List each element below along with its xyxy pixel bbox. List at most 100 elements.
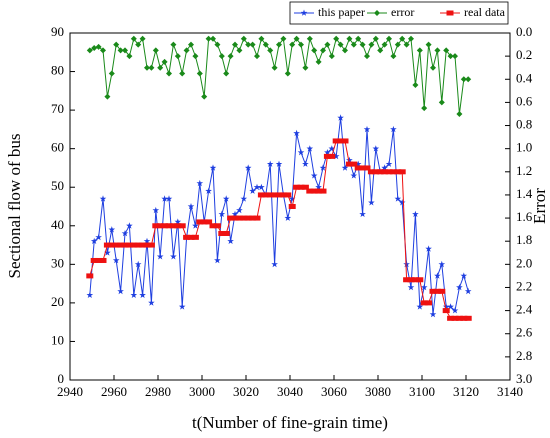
square-marker bbox=[438, 288, 446, 294]
square-marker bbox=[416, 277, 424, 283]
square-marker bbox=[411, 277, 419, 283]
square-marker bbox=[293, 184, 301, 190]
square-marker bbox=[367, 169, 375, 175]
star-marker bbox=[420, 284, 428, 291]
diamond-marker bbox=[324, 41, 331, 48]
square-marker bbox=[271, 192, 279, 198]
square-marker bbox=[205, 219, 213, 225]
y2-tick-label: 0.2 bbox=[516, 47, 532, 62]
star-marker bbox=[108, 226, 116, 233]
star-marker bbox=[447, 303, 454, 310]
diamond-marker bbox=[276, 41, 282, 48]
diamond-marker bbox=[315, 58, 322, 65]
y-tick-label: 60 bbox=[51, 140, 64, 155]
x-tick-label: 3040 bbox=[277, 384, 303, 399]
square-marker bbox=[266, 192, 274, 198]
square-marker bbox=[359, 165, 367, 171]
square-marker bbox=[306, 188, 314, 194]
star-marker bbox=[293, 129, 300, 137]
diamond-marker bbox=[280, 35, 287, 42]
star-marker bbox=[209, 164, 217, 171]
diamond-marker bbox=[104, 93, 111, 100]
square-marker bbox=[301, 184, 309, 190]
diamond-marker bbox=[170, 41, 177, 48]
star-marker bbox=[165, 195, 173, 202]
diamond-marker bbox=[139, 35, 146, 42]
square-marker bbox=[165, 223, 173, 229]
y2-tick-label: 2.4 bbox=[516, 302, 533, 317]
series-line bbox=[89, 117, 469, 315]
diamond-marker bbox=[245, 41, 252, 48]
star-marker bbox=[148, 299, 155, 306]
square-marker bbox=[249, 215, 257, 221]
y-tick-label: 30 bbox=[51, 255, 64, 270]
y2-tick-label: 0.8 bbox=[516, 117, 532, 132]
star-marker bbox=[258, 183, 265, 191]
square-marker bbox=[108, 242, 116, 248]
diamond-marker bbox=[425, 41, 432, 48]
star-marker bbox=[134, 260, 142, 268]
y-tick-label: 70 bbox=[51, 101, 64, 116]
diamond-marker bbox=[232, 41, 238, 48]
star-marker bbox=[139, 291, 146, 298]
star-marker bbox=[306, 145, 314, 152]
square-marker bbox=[381, 169, 389, 175]
diamond-marker bbox=[179, 70, 186, 77]
diamond-marker bbox=[201, 93, 208, 100]
star-marker bbox=[275, 160, 283, 167]
star-marker bbox=[152, 206, 160, 214]
diamond-marker bbox=[465, 76, 472, 83]
star-marker bbox=[161, 195, 168, 202]
square-marker bbox=[420, 300, 428, 306]
diamond-marker bbox=[135, 41, 142, 48]
diamond-marker bbox=[430, 64, 436, 71]
square-marker bbox=[213, 223, 221, 229]
diamond-marker bbox=[130, 35, 137, 42]
square-marker bbox=[275, 192, 283, 198]
square-marker bbox=[95, 257, 103, 263]
diamond-marker bbox=[192, 53, 199, 60]
star-marker bbox=[390, 125, 397, 133]
star-marker bbox=[442, 303, 450, 310]
diamond-marker bbox=[108, 70, 115, 77]
star-marker bbox=[451, 307, 459, 314]
star-marker bbox=[126, 222, 133, 229]
star-marker bbox=[143, 237, 151, 244]
square-marker bbox=[460, 315, 468, 321]
square-marker bbox=[103, 242, 111, 248]
square-marker bbox=[319, 188, 327, 194]
diamond-marker bbox=[240, 35, 247, 42]
diamond-marker bbox=[364, 53, 370, 60]
diamond-marker bbox=[223, 70, 230, 77]
square-marker bbox=[218, 230, 226, 236]
x-tick-label: 3120 bbox=[453, 384, 479, 399]
star-marker bbox=[205, 187, 212, 194]
diamond-marker bbox=[359, 41, 366, 48]
square-marker bbox=[425, 300, 433, 306]
diamond-marker bbox=[91, 45, 98, 52]
square-marker bbox=[464, 315, 472, 321]
square-marker bbox=[284, 192, 292, 198]
y-tick-label: 10 bbox=[51, 332, 64, 347]
x-tick-label: 3140 bbox=[497, 384, 523, 399]
star-marker bbox=[253, 183, 261, 191]
square-marker bbox=[389, 169, 397, 175]
diamond-marker bbox=[95, 43, 102, 50]
diamond-marker bbox=[214, 41, 221, 48]
diamond-marker bbox=[210, 35, 216, 42]
legend-marker bbox=[446, 10, 454, 16]
square-marker bbox=[231, 215, 239, 221]
y2-tick-label: 1.6 bbox=[516, 209, 533, 224]
diamond-marker bbox=[293, 35, 300, 42]
legend-marker bbox=[300, 9, 308, 16]
square-marker bbox=[297, 184, 305, 190]
square-marker bbox=[455, 315, 463, 321]
star-marker bbox=[368, 199, 375, 206]
y2-tick-label: 3.0 bbox=[516, 371, 532, 386]
diamond-marker bbox=[174, 53, 181, 60]
star-marker bbox=[187, 203, 195, 210]
diamond-marker bbox=[394, 41, 401, 48]
square-marker bbox=[341, 138, 349, 144]
star-marker bbox=[90, 237, 98, 244]
